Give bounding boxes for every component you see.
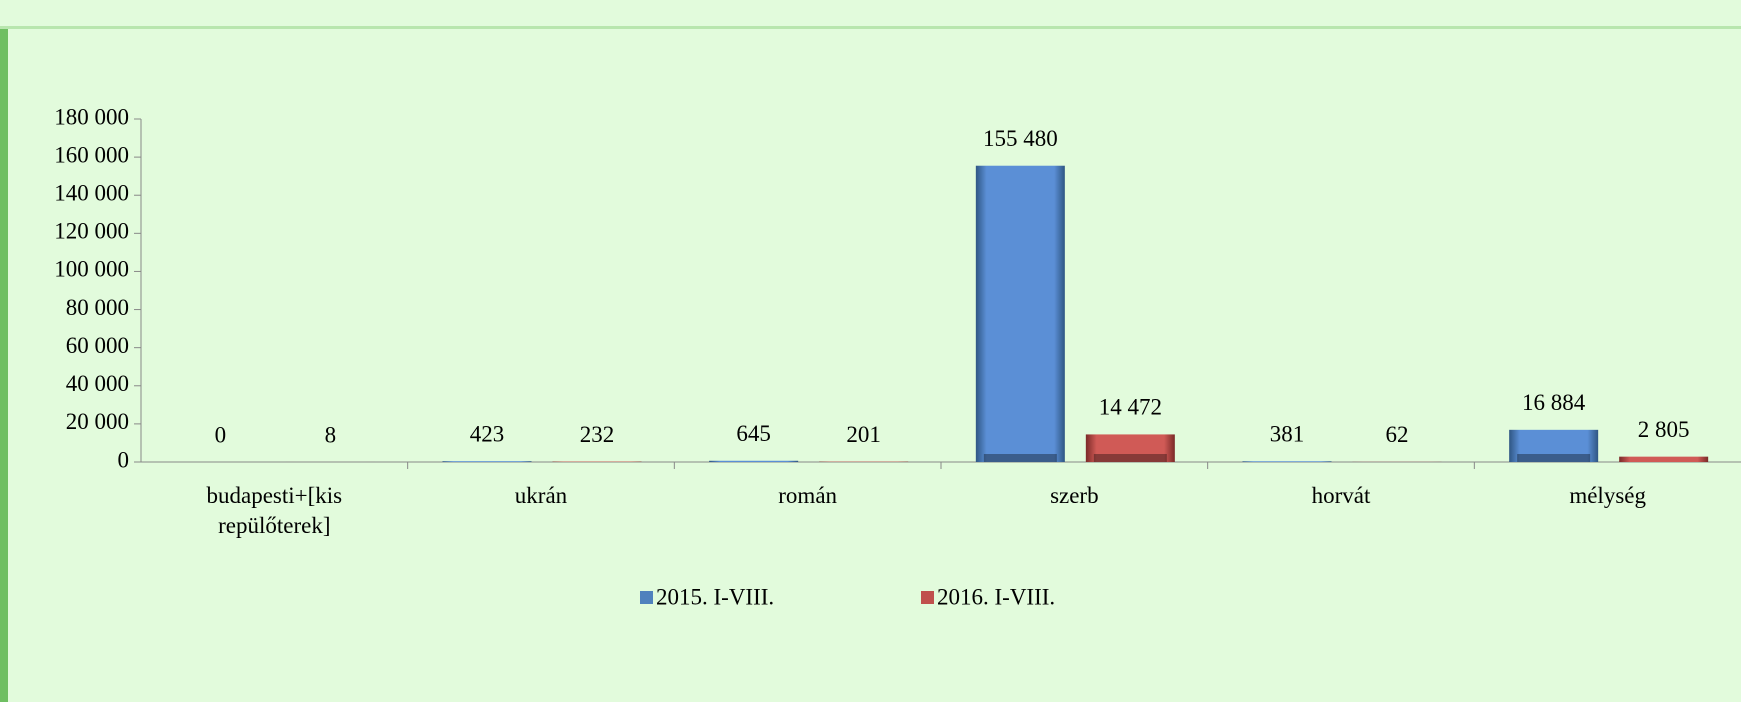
y-tick-label: 120 000 [54, 219, 129, 244]
frame-top [0, 26, 1741, 29]
y-tick-label: 160 000 [54, 142, 129, 167]
y-tick-label: 0 [118, 447, 130, 472]
data-label: 62 [1386, 422, 1409, 447]
bar [1509, 429, 1599, 462]
data-label: 232 [580, 422, 615, 447]
data-label: 8 [325, 422, 337, 447]
y-tick-label: 20 000 [66, 409, 129, 434]
data-label: 201 [846, 422, 881, 447]
data-label: 14 472 [1099, 395, 1162, 420]
frame-edge [0, 28, 8, 702]
bar-base [1093, 454, 1167, 462]
data-label: 155 480 [983, 126, 1058, 151]
x-tick-label: horvát [1311, 483, 1371, 508]
bar [1619, 456, 1709, 462]
bar [709, 460, 799, 462]
bar [975, 165, 1065, 462]
x-tick-label: mélység [1569, 483, 1646, 508]
y-tick-label: 140 000 [54, 181, 129, 206]
legend-swatch [640, 591, 653, 604]
data-label: 645 [736, 421, 771, 446]
y-tick-label: 60 000 [66, 333, 129, 358]
x-tick-label: budapesti+[kis repülőterek] [206, 483, 343, 538]
legend-label: 2016. I-VIII. [937, 584, 1055, 609]
bar [1085, 434, 1175, 462]
y-tick-label: 100 000 [54, 257, 129, 282]
bar [1242, 461, 1332, 462]
bar-base [983, 454, 1057, 462]
data-label: 16 884 [1522, 390, 1586, 415]
x-tick-label: román [778, 483, 838, 508]
bar [442, 461, 532, 462]
data-label: 381 [1270, 422, 1305, 447]
data-label: 2 805 [1638, 417, 1690, 442]
data-label: 0 [215, 422, 227, 447]
legend-label: 2015. I-VIII. [656, 584, 774, 609]
y-tick-label: 40 000 [66, 371, 129, 396]
x-tick-label: szerb [1050, 483, 1099, 508]
y-tick-label: 180 000 [54, 104, 129, 129]
bar-base [1517, 454, 1591, 462]
legend-swatch [921, 591, 934, 604]
x-tick-label: ukrán [514, 483, 568, 508]
y-tick-label: 80 000 [66, 295, 129, 320]
data-label: 423 [470, 421, 505, 446]
